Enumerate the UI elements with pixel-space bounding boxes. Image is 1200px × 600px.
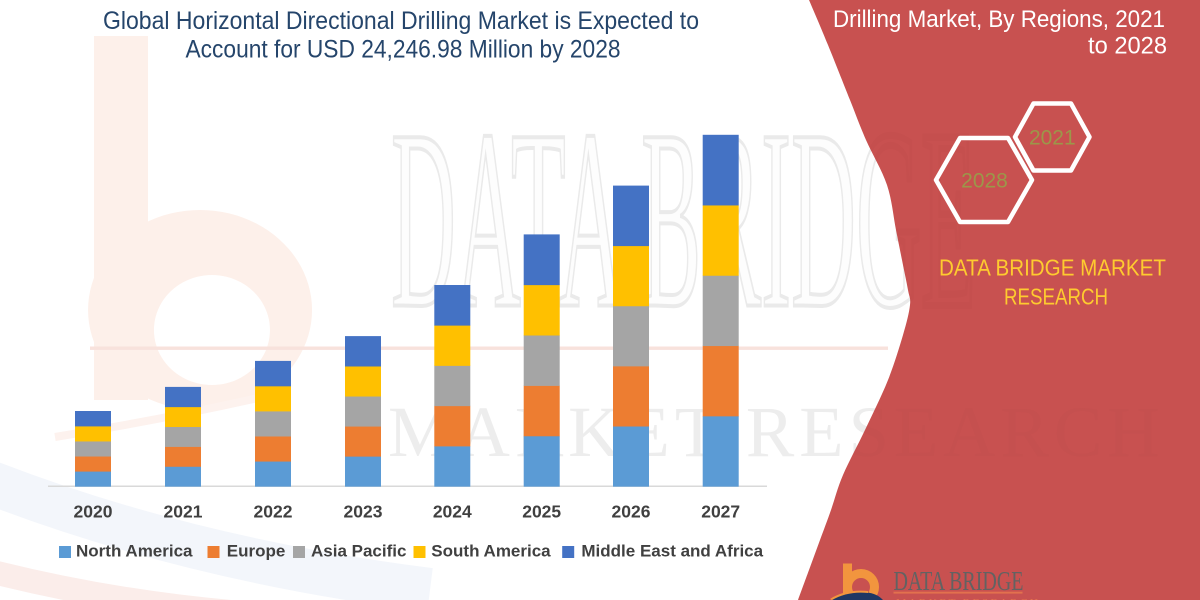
svg-text:2027: 2027: [701, 502, 740, 522]
svg-text:2026: 2026: [612, 502, 651, 522]
svg-text:2021: 2021: [1029, 127, 1076, 150]
svg-text:2022: 2022: [254, 502, 293, 522]
svg-text:Drilling Market, By Regions, 2: Drilling Market, By Regions, 2021: [833, 7, 1165, 33]
svg-text:Account for USD 24,246.98 Mill: Account for USD 24,246.98 Million by 202…: [186, 36, 621, 64]
svg-text:DATA BRIDGE MARKET: DATA BRIDGE MARKET: [939, 254, 1166, 280]
svg-text:2023: 2023: [344, 502, 383, 522]
svg-text:North America: North America: [76, 542, 193, 561]
svg-text:Europe: Europe: [227, 542, 286, 561]
svg-text:South America: South America: [431, 542, 551, 561]
svg-text:to 2028: to 2028: [1088, 34, 1167, 60]
svg-text:Global Horizontal Directional: Global Horizontal Directional Drilling M…: [103, 7, 699, 35]
svg-text:MARKET RESEARCH: MARKET RESEARCH: [896, 598, 1040, 600]
svg-text:DATA BRIDGE: DATA BRIDGE: [894, 566, 1024, 596]
svg-text:2021: 2021: [164, 502, 203, 522]
svg-text:2025: 2025: [522, 502, 561, 522]
svg-text:Middle East and Africa: Middle East and Africa: [581, 542, 763, 561]
svg-text:2024: 2024: [433, 502, 472, 522]
svg-text:2028: 2028: [961, 170, 1008, 193]
svg-text:2020: 2020: [74, 502, 113, 522]
svg-text:Asia Pacific: Asia Pacific: [311, 542, 406, 561]
svg-text:RESEARCH: RESEARCH: [1004, 284, 1108, 310]
